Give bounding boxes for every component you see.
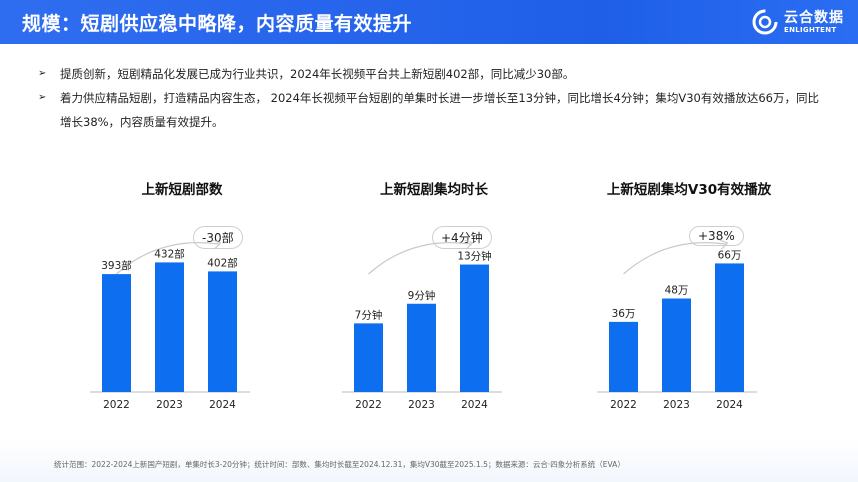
bar (460, 264, 489, 392)
bar (715, 263, 744, 392)
chart-plot: 393部 2022 432部 2023 402部 2024 (90, 239, 250, 411)
x-tick-label: 2023 (408, 399, 435, 411)
data-label: 66万 (718, 249, 742, 261)
data-label: 402部 (207, 256, 238, 269)
x-tick-label: 2024 (209, 399, 236, 411)
trend-arrow (623, 242, 726, 275)
bar (354, 323, 383, 392)
bar (155, 262, 184, 392)
data-label: 393部 (101, 259, 132, 272)
logo-icon (752, 9, 778, 35)
logo-en: ENLIGHTENT (784, 25, 837, 34)
logo-cn: 云合数据 (784, 9, 844, 26)
chart-plot: 36万 2022 48万 2023 66万 2024 (597, 239, 757, 411)
trend-arrow-head (464, 239, 474, 250)
data-label: 48万 (665, 284, 689, 296)
trend-arrow-head (212, 239, 222, 250)
x-tick-label: 2024 (716, 399, 743, 411)
bullet-item: ➢ 提质创新，短剧精品化发展已成为行业共识，2024年长视频平台共上新短剧402… (38, 62, 828, 86)
x-tick-label: 2022 (103, 399, 130, 411)
x-tick-label: 2022 (355, 399, 382, 411)
bullet-list: ➢ 提质创新，短剧精品化发展已成为行业共识，2024年长视频平台共上新短剧402… (38, 62, 828, 134)
chart-duration: 上新短剧集均时长 +4分钟 7分钟 2022 9分钟 2023 13分钟 2024 (314, 178, 554, 418)
x-tick-label: 2023 (663, 399, 690, 411)
trend-arrow (116, 242, 219, 275)
bar (208, 271, 237, 392)
arrow-bullet-icon: ➢ (38, 68, 47, 79)
change-badge: -30部 (193, 226, 243, 249)
footer-band (0, 440, 858, 482)
x-tick-label: 2023 (156, 399, 183, 411)
trend-arrow (368, 242, 471, 275)
x-tick-label: 2022 (610, 399, 637, 411)
chart-title: 上新短剧集均时长 (380, 182, 488, 198)
bullet-text: 着力供应精品短剧，打造精品内容生态， 2024年长视频平台短剧的单集时长进一步增… (60, 91, 819, 129)
data-label: 9分钟 (408, 289, 436, 302)
x-tick-label: 2024 (461, 399, 488, 411)
bar (609, 321, 638, 392)
page-title: 规模：短剧供应稳中略降，内容质量有效提升 (22, 13, 413, 35)
data-label: 13分钟 (457, 250, 491, 263)
data-label: 36万 (612, 308, 636, 320)
arrow-bullet-icon: ➢ (38, 92, 47, 103)
data-label: 7分钟 (355, 308, 383, 321)
chart-title: 上新短剧部数 (141, 182, 223, 198)
footer-note: 统计范围：2022-2024上新国产短剧，单集时长3-20分钟；统计时间：部数、… (54, 460, 625, 469)
trend-arrow-head (719, 239, 729, 250)
chart-title: 上新短剧集均V30有效播放 (606, 182, 772, 198)
logo-text: 云合数据 ENLIGHTENT (784, 11, 844, 34)
logo: 云合数据 ENLIGHTENT (751, 6, 844, 38)
data-label: 432部 (154, 247, 185, 260)
bullet-item: ➢ 着力供应精品短剧，打造精品内容生态， 2024年长视频平台短剧的单集时长进一… (38, 86, 828, 134)
header-bar: 规模：短剧供应稳中略降，内容质量有效提升 云合数据 ENLIGHTENT (0, 0, 858, 44)
chart-v30: 上新短剧集均V30有效播放 +38% 36万 2022 48万 2023 66万 2024 (569, 178, 809, 418)
bar (662, 298, 691, 392)
change-badge: +38% (689, 226, 744, 246)
bullet-text: 提质创新，短剧精品化发展已成为行业共识，2024年长视频平台共上新短剧402部，… (60, 67, 575, 81)
bar (407, 303, 436, 392)
bar (102, 274, 131, 392)
chart-plot: 7分钟 2022 9分钟 2023 13分钟 2024 (342, 239, 502, 411)
chart-count: 上新短剧部数 -30部 393部 2022 432部 2023 402部 2024 (62, 178, 302, 418)
